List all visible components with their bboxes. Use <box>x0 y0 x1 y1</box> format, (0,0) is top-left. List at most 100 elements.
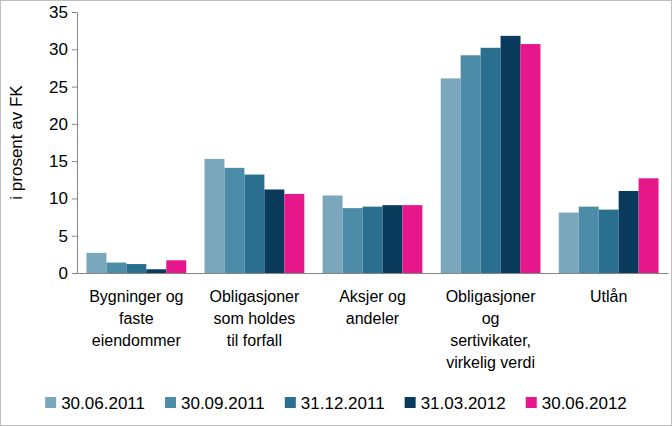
tick-label-line: og <box>482 310 500 327</box>
tick-label-line: andeler <box>346 310 400 327</box>
legend-label: 30.06.2011 <box>61 394 145 413</box>
bar <box>205 159 225 273</box>
tick-label: 25 <box>49 78 68 97</box>
tick: 35 <box>49 3 77 22</box>
bar <box>284 194 304 273</box>
bar <box>461 55 481 273</box>
bar <box>501 36 521 273</box>
tick: Bygninger og faste eiendommer <box>89 273 183 349</box>
y-axis: 0 5 10 15 20 25 30 35 <box>49 3 77 283</box>
tick-mark <box>72 87 77 88</box>
tick-label: 15 <box>49 152 68 171</box>
tick-mark <box>72 49 77 50</box>
bar <box>382 205 402 273</box>
legend-swatch <box>45 397 56 408</box>
bar <box>106 263 126 273</box>
bar <box>166 260 186 273</box>
legend-label: 31.03.2012 <box>421 394 506 413</box>
legend-item: 30.06.2011 <box>45 394 145 413</box>
bar <box>264 189 284 273</box>
tick-label-line: Bygninger og <box>89 288 183 305</box>
tick-label: 20 <box>49 115 68 134</box>
tick: 5 <box>59 227 77 246</box>
axis-line <box>78 273 669 274</box>
tick-label-line: virkelig verdi <box>446 354 535 371</box>
y-axis-title: i prosent av FK <box>7 85 26 200</box>
bar <box>146 269 166 273</box>
chart-frame <box>1 1 672 426</box>
tick-label: 0 <box>59 264 68 283</box>
tick-label-line: Utlån <box>590 288 627 305</box>
legend-item: 30.06.2012 <box>526 394 627 413</box>
legend-swatch <box>165 397 176 408</box>
tick-mark <box>72 236 77 237</box>
bar <box>323 195 343 273</box>
bar <box>619 191 639 273</box>
bar <box>599 210 619 273</box>
tick: 10 <box>49 189 77 208</box>
tick-label-line: Obligasjoner <box>210 288 301 305</box>
bar <box>363 207 383 273</box>
tick: Obligasjoner som holdes til forfall <box>210 273 301 349</box>
bar <box>559 213 579 273</box>
tick: Obligasjoner og sertivikater, virkelig verd… <box>446 273 537 371</box>
tick-label: Aksjer og andeler <box>339 288 406 327</box>
series <box>166 44 658 273</box>
series <box>146 36 638 273</box>
bar <box>521 44 541 273</box>
chart: 0 5 10 15 20 25 30 35 Bygninger og faste eiendomme… <box>0 0 672 426</box>
tick-label-line: som holdes <box>214 310 296 327</box>
bar <box>441 78 461 273</box>
tick-label-line: faste <box>119 310 154 327</box>
bar <box>402 205 422 273</box>
tick-label: Bygninger og faste eiendommer <box>89 288 183 349</box>
tick-label: Obligasjoner og sertivikater, virkelig verd… <box>446 288 537 371</box>
tick-label-line: Obligasjoner <box>446 288 537 305</box>
tick-mark <box>72 273 77 274</box>
bar <box>224 168 244 273</box>
tick-label: 10 <box>49 189 68 208</box>
bar <box>244 175 264 273</box>
tick: Aksjer og andeler <box>339 273 406 327</box>
legend-label: 31.12.2011 <box>301 394 385 413</box>
tick-label: 30 <box>49 40 68 59</box>
legend-label: 30.09.2011 <box>181 394 265 413</box>
tick: Utlån <box>590 273 627 305</box>
tick-mark <box>72 198 77 199</box>
bar <box>579 207 599 273</box>
bars <box>86 36 658 273</box>
tick: 20 <box>49 115 77 134</box>
tick-label: Obligasjoner som holdes til forfall <box>210 288 301 349</box>
tick-mark <box>72 12 77 13</box>
axis-line <box>77 13 78 274</box>
tick-mark <box>72 124 77 125</box>
legend: 30.06.2011 30.09.2011 31.12.2011 31.03.2012… <box>45 394 627 413</box>
legend-item: 30.09.2011 <box>165 394 265 413</box>
legend-item: 31.12.2011 <box>285 394 385 413</box>
bar <box>126 264 146 273</box>
tick: 30 <box>49 40 77 59</box>
tick: 0 <box>59 264 77 283</box>
bar <box>639 178 659 273</box>
tick-mark <box>72 161 77 162</box>
tick-label-line: eiendommer <box>92 332 182 349</box>
tick-label-line: Aksjer og <box>339 288 406 305</box>
bar <box>343 208 363 273</box>
legend-swatch <box>285 397 296 408</box>
tick-label: 35 <box>49 3 68 22</box>
bar <box>86 253 106 273</box>
legend-swatch <box>526 397 537 408</box>
series <box>126 48 618 273</box>
bar <box>481 48 501 273</box>
tick: 15 <box>49 152 77 171</box>
plot: 0 5 10 15 20 25 30 35 Bygninger og faste eiendomme… <box>49 3 668 371</box>
tick-label: Utlån <box>590 288 627 305</box>
x-axis: Bygninger og faste eiendommer Obligasjoner s… <box>78 273 669 371</box>
tick-label: 5 <box>59 227 68 246</box>
legend-item: 31.03.2012 <box>405 394 506 413</box>
legend-swatch <box>405 397 416 408</box>
legend-label: 30.06.2012 <box>542 394 627 413</box>
tick: 25 <box>49 78 77 97</box>
tick-label-line: sertivikater, <box>450 332 531 349</box>
tick-label-line: til forfall <box>227 332 282 349</box>
